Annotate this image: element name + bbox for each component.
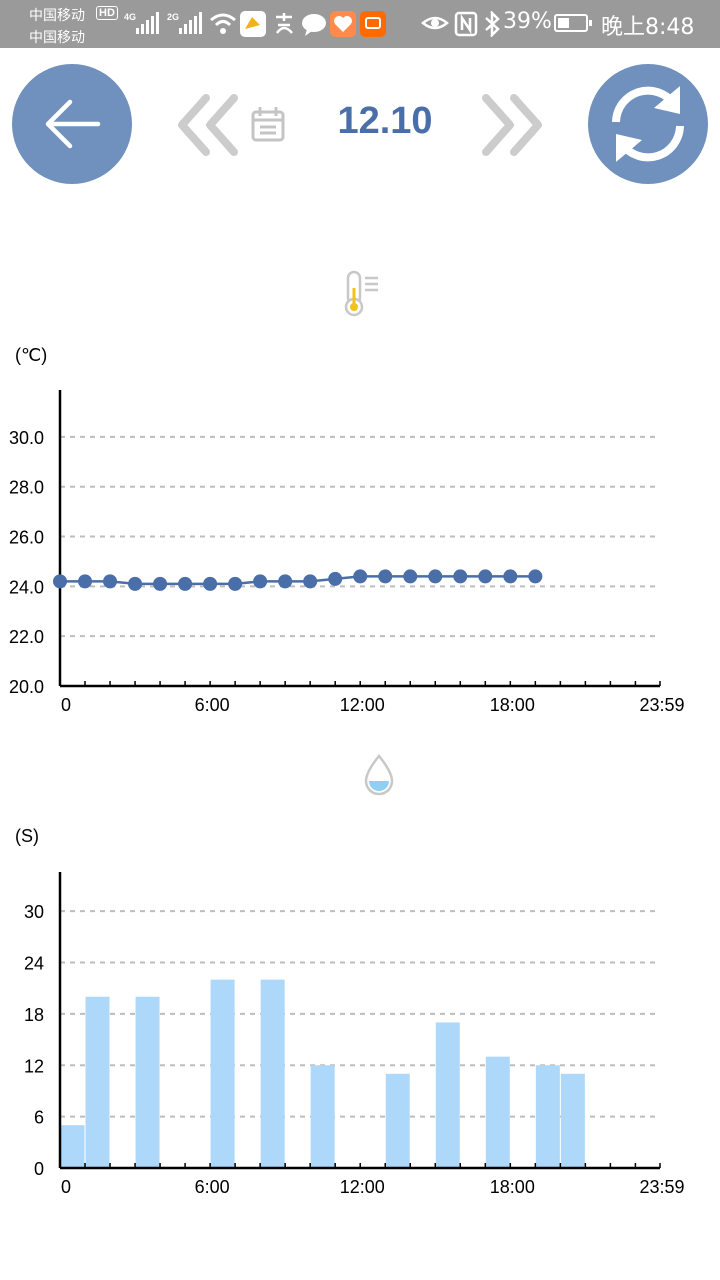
clock: 晚上8:48 bbox=[601, 15, 695, 40]
bar-grid bbox=[60, 910, 660, 1118]
temperature-x-tick-label: 6:00 bbox=[195, 695, 230, 715]
temperature-data-point bbox=[403, 569, 418, 584]
temperature-data-point bbox=[528, 569, 543, 584]
temperature-grid bbox=[60, 435, 660, 638]
duration-y-tick-label: 12 bbox=[24, 1056, 44, 1076]
alipay-notification-icon bbox=[275, 13, 293, 34]
temperature-x-ticks: 0 6:00 12:00 18:00 23:59 bbox=[61, 695, 685, 715]
duration-bar bbox=[560, 1073, 585, 1168]
network-type-2g: 2G bbox=[167, 12, 180, 22]
carrier-label-2: 中国移动 bbox=[29, 30, 85, 46]
battery-percent: 39% bbox=[503, 9, 552, 34]
temperature-chart: 20.0 22.0 24.0 26.0 28.0 30.0 0 6:00 12:00 18:00… bbox=[9, 390, 685, 715]
duration-y-tick-label: 6 bbox=[34, 1108, 44, 1128]
carrier-label-1: 中国移动 bbox=[29, 8, 85, 24]
duration-bar bbox=[60, 1125, 85, 1168]
duration-y-tick-label: 18 bbox=[24, 1005, 44, 1025]
temperature-data-point bbox=[378, 569, 393, 584]
battery-icon bbox=[554, 14, 592, 32]
temperature-data-point bbox=[503, 569, 518, 584]
duration-bar bbox=[485, 1056, 510, 1168]
temperature-y-ticks: 20.0 22.0 24.0 26.0 28.0 30.0 bbox=[9, 428, 44, 697]
back-button[interactable] bbox=[12, 64, 132, 184]
water-drop-icon bbox=[364, 754, 394, 796]
temperature-axes bbox=[58, 390, 661, 688]
temperature-unit-label: (℃) bbox=[15, 345, 48, 365]
temperature-data-point bbox=[303, 574, 318, 589]
temperature-data-point bbox=[78, 574, 93, 589]
temperature-data-point bbox=[203, 576, 218, 591]
network-type-4g: 4G bbox=[124, 12, 137, 22]
duration-y-tick-label: 24 bbox=[24, 954, 44, 974]
duration-x-tick-label: 23:59 bbox=[639, 1177, 684, 1197]
temperature-x-tick-label: 12:00 bbox=[340, 695, 385, 715]
duration-bar-chart: 0 6 12 18 24 30 0 6:00 12:00 18:00 23:59 bbox=[24, 872, 685, 1197]
temperature-y-tick-label: 26.0 bbox=[9, 528, 44, 548]
temperature-series bbox=[53, 569, 543, 591]
temperature-y-tick-label: 20.0 bbox=[9, 677, 44, 697]
bar-x-ticks: 0 6:00 12:00 18:00 23:59 bbox=[61, 1177, 685, 1197]
duration-x-tick-label: 18:00 bbox=[490, 1177, 535, 1197]
duration-bar bbox=[135, 996, 160, 1168]
status-bar: 中国移动 中国移动 HD 4G 2G bbox=[0, 0, 720, 48]
bluetooth-icon bbox=[485, 11, 500, 37]
health-app-icon bbox=[330, 11, 356, 37]
temperature-data-point bbox=[103, 574, 118, 589]
bar-axes bbox=[58, 872, 661, 1170]
date-label: 12.10 bbox=[337, 100, 433, 142]
temperature-y-tick-label: 22.0 bbox=[9, 627, 44, 647]
temperature-data-point bbox=[128, 576, 143, 591]
double-chevron-right-icon bbox=[482, 94, 542, 156]
calendar-icon[interactable] bbox=[250, 105, 286, 143]
temperature-data-point bbox=[53, 574, 67, 589]
taobao-notification-icon bbox=[360, 11, 386, 37]
temperature-y-tick-label: 28.0 bbox=[9, 478, 44, 498]
duration-y-tick-label: 30 bbox=[24, 902, 44, 922]
previous-day-button[interactable] bbox=[176, 94, 240, 156]
thermometer-icon bbox=[344, 270, 378, 317]
next-day-button[interactable] bbox=[480, 94, 544, 156]
duration-bar bbox=[435, 1022, 460, 1168]
hd-badge: HD bbox=[96, 6, 118, 20]
temperature-data-point bbox=[428, 569, 443, 584]
duration-y-tick-label: 0 bbox=[34, 1159, 44, 1179]
app-notification-icon bbox=[240, 11, 266, 37]
temperature-x-tick-label: 0 bbox=[61, 695, 71, 715]
bar-y-ticks: 0 6 12 18 24 30 bbox=[24, 902, 44, 1179]
temperature-data-point bbox=[253, 574, 268, 589]
message-notification-icon bbox=[302, 14, 326, 36]
bar-series bbox=[60, 979, 585, 1168]
temperature-x-tick-label: 18:00 bbox=[490, 695, 535, 715]
duration-x-tick-label: 0 bbox=[61, 1177, 71, 1197]
refresh-button[interactable] bbox=[588, 64, 708, 184]
nfc-icon bbox=[454, 11, 478, 37]
duration-bar bbox=[385, 1073, 410, 1168]
duration-x-tick-label: 6:00 bbox=[195, 1177, 230, 1197]
temperature-data-point bbox=[478, 569, 493, 584]
temperature-y-tick-label: 24.0 bbox=[9, 577, 44, 597]
temperature-x-tick-label: 23:59 bbox=[639, 695, 684, 715]
temperature-data-point bbox=[328, 571, 343, 586]
duration-bar bbox=[310, 1065, 335, 1168]
duration-bar bbox=[535, 1065, 560, 1168]
duration-bar bbox=[85, 996, 110, 1168]
bar-unit-label: (S) bbox=[15, 826, 39, 846]
temperature-data-point bbox=[453, 569, 468, 584]
duration-bar bbox=[260, 979, 285, 1168]
temperature-data-point bbox=[153, 576, 168, 591]
temperature-data-point bbox=[353, 569, 368, 584]
double-chevron-left-icon bbox=[178, 94, 238, 156]
temperature-data-point bbox=[178, 576, 193, 591]
temperature-data-point bbox=[278, 574, 293, 589]
duration-x-tick-label: 12:00 bbox=[340, 1177, 385, 1197]
duration-bar bbox=[210, 979, 235, 1168]
temperature-y-tick-label: 30.0 bbox=[9, 428, 44, 448]
back-arrow-icon bbox=[45, 99, 101, 149]
wifi-icon bbox=[210, 13, 236, 34]
eye-comfort-icon bbox=[421, 16, 449, 30]
temperature-data-point bbox=[228, 576, 243, 591]
refresh-icon bbox=[612, 86, 684, 162]
